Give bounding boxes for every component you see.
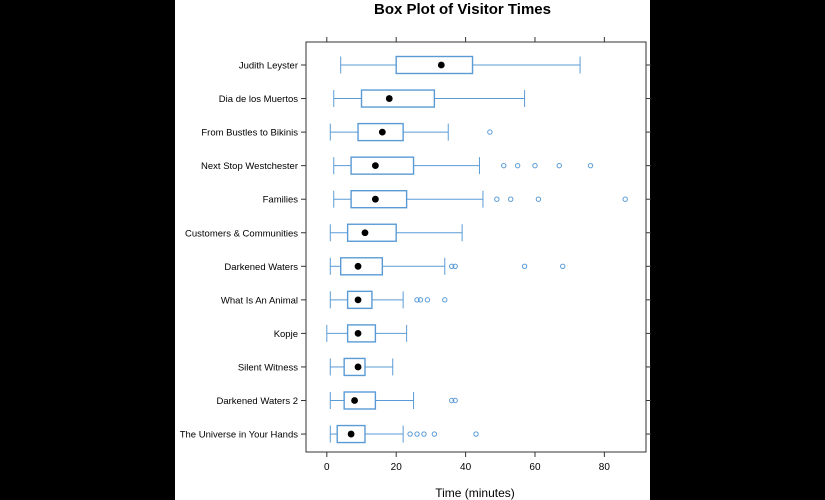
box-7 xyxy=(329,257,566,276)
outlier-point xyxy=(622,196,628,202)
outlier-point xyxy=(556,162,562,169)
plot-frame xyxy=(305,41,647,453)
median-dot xyxy=(378,128,386,136)
iqr-box xyxy=(357,122,404,142)
category-label: Darkened Waters 2 xyxy=(217,396,299,407)
outlier-point xyxy=(442,297,448,303)
category-label: Dia de los Muertos xyxy=(219,94,298,105)
chart-title: Box Plot of Visitor Times xyxy=(374,1,551,18)
outlier-point xyxy=(587,162,594,169)
box-12 xyxy=(329,424,479,444)
x-tick-label: 20 xyxy=(391,462,403,473)
outlier-point xyxy=(452,397,458,404)
iqr-box xyxy=(346,290,373,310)
category-label: Families xyxy=(263,195,299,206)
outlier-point xyxy=(521,263,528,269)
outlier-point xyxy=(421,431,427,437)
median-dot xyxy=(354,363,362,371)
chart-canvas xyxy=(175,0,650,500)
x-tick-label: 0 xyxy=(324,462,330,473)
iqr-box xyxy=(360,89,436,108)
x-tick-label: 40 xyxy=(460,462,472,473)
median-dot xyxy=(385,95,393,102)
iqr-box xyxy=(350,156,415,175)
box-9 xyxy=(326,324,408,343)
category-label: The Universe in Your Hands xyxy=(180,430,299,441)
iqr-box xyxy=(343,357,366,377)
outlier-point xyxy=(452,263,458,269)
outlier-point xyxy=(414,431,420,437)
iqr-box xyxy=(346,223,397,242)
box-4 xyxy=(333,156,594,175)
box-11 xyxy=(329,391,458,410)
outlier-point xyxy=(560,263,566,269)
category-label: Next Stop Westchester xyxy=(201,161,298,172)
category-label: Silent Witness xyxy=(238,362,298,373)
box-3 xyxy=(329,122,493,142)
iqr-box xyxy=(350,189,408,209)
box-2 xyxy=(333,89,526,108)
median-dot xyxy=(371,162,379,170)
median-dot xyxy=(347,430,355,438)
x-axis-label: Time (minutes) xyxy=(435,486,515,500)
outlier-point xyxy=(473,431,479,437)
outlier-point xyxy=(417,297,424,303)
box-5 xyxy=(333,189,628,209)
outlier-point xyxy=(535,196,542,202)
box-8 xyxy=(329,290,448,310)
box-1 xyxy=(340,55,581,75)
outlier-point xyxy=(507,196,514,202)
median-dot xyxy=(354,330,362,337)
iqr-box xyxy=(346,324,377,343)
median-dot xyxy=(354,296,362,304)
x-tick-label: 60 xyxy=(529,462,541,473)
iqr-box xyxy=(343,391,377,410)
outlier-point xyxy=(449,263,455,269)
category-label: Kopje xyxy=(274,329,298,340)
category-label: From Bustles to Bikinis xyxy=(201,128,298,139)
outlier-point xyxy=(407,431,413,437)
category-label: Judith Leyster xyxy=(239,61,298,72)
iqr-box xyxy=(339,257,384,276)
category-label: Customers & Communities xyxy=(185,228,298,239)
outlier-point xyxy=(514,162,521,169)
category-label: Darkened Waters xyxy=(224,262,298,273)
median-dot xyxy=(437,61,445,69)
category-label: What Is An Animal xyxy=(221,295,298,306)
outlier-point xyxy=(487,129,493,135)
box-6 xyxy=(329,223,463,242)
x-tick-label: 80 xyxy=(599,462,611,473)
outlier-point xyxy=(414,297,420,303)
median-dot xyxy=(361,229,369,237)
median-dot xyxy=(354,262,362,270)
outlier-point xyxy=(424,297,431,303)
outlier-point xyxy=(494,196,500,202)
iqr-box xyxy=(336,424,366,444)
outlier-point xyxy=(431,431,438,437)
median-dot xyxy=(351,397,358,404)
box-10 xyxy=(329,357,394,377)
median-dot xyxy=(371,195,379,203)
outlier-point xyxy=(449,397,455,404)
outlier-point xyxy=(532,162,538,169)
iqr-box xyxy=(395,55,474,75)
outlier-point xyxy=(501,162,507,169)
